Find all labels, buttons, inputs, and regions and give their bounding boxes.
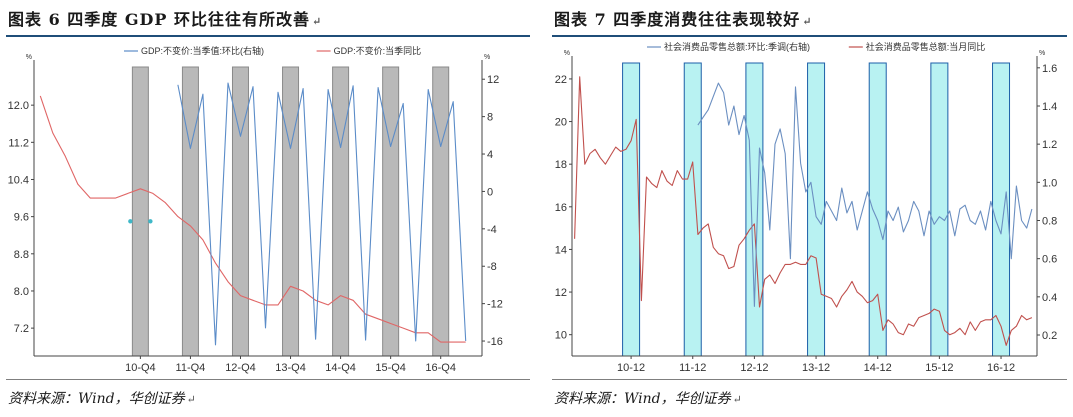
shaded-period-bar [131, 66, 149, 357]
shaded-period-bar [282, 66, 300, 357]
y-right-tick-label: 8 [487, 112, 493, 124]
title-rule [6, 35, 530, 37]
y-right-tick-label: -12 [487, 299, 503, 311]
y-left-tick-label: 8.0 [14, 286, 29, 298]
shaded-period-bar [382, 66, 400, 357]
y-unit-left: % [26, 54, 32, 61]
title-rule [552, 35, 1067, 37]
x-tick-label: 12-12 [740, 362, 768, 374]
y-right-tick-label: 0.2 [1042, 330, 1057, 342]
x-tick-label: 10-Q4 [125, 362, 156, 374]
legend-entry: GDP:不变价:当季值:环比(右轴) [141, 45, 264, 56]
x-tick-label: 13-12 [802, 362, 830, 374]
x-tick-label: 15-12 [925, 362, 953, 374]
y-unit-left: % [564, 50, 570, 57]
shaded-period-bar [332, 66, 350, 357]
y-right-tick-label: 0 [487, 186, 493, 198]
y-right-tick-label: 0.8 [1042, 215, 1057, 227]
shaded-period-bar [745, 62, 764, 357]
y-left-tick-label: 8.8 [14, 249, 29, 261]
figure-6-source: 资料来源：Wind，华创证券 ↵ [8, 391, 196, 407]
y-unit-right: % [1039, 50, 1045, 57]
y-right-tick-label: 1.0 [1042, 177, 1057, 189]
series-line-right-axis [697, 82, 1033, 307]
figure-6-title: 图表 6 四季度 GDP 环比往往有所改善 ↵ [8, 10, 323, 29]
y-right-tick-label: 12 [487, 74, 499, 86]
figure-7-panel: 图表 7 四季度消费往往表现较好 ↵ %% 22 20 18 16 14 12 10 1.6 1.4… [546, 0, 1073, 417]
legend-entry: 社会消费品零售总额:当月同比 [866, 41, 986, 52]
y-left-tick-label: 20 [555, 117, 567, 129]
source-rule [6, 379, 530, 380]
shaded-period-bar [432, 66, 450, 357]
x-tick-label: 16-12 [987, 362, 1015, 374]
y-right-tick-label: 1.2 [1042, 139, 1057, 151]
shaded-period-bar [181, 66, 199, 357]
y-right-tick-label: 0.6 [1042, 254, 1057, 266]
gdp-chart: % % 12.0 11.2 10.4 9.6 8.8 8.0 7.2 12 8 4 0 -4 -8 -12 -1… [8, 45, 503, 374]
series-line-right-axis [177, 82, 467, 346]
y-left-tick-label: 10.4 [8, 174, 29, 186]
y-left-tick-label: 7.2 [14, 323, 29, 335]
y-left-tick-label: 9.6 [14, 212, 29, 224]
retail-sales-chart: % % 22 20 18 16 14 12 10 1.6 1.4 1.2 1.0 0.8 0.6 0.4 0.2… [555, 41, 1058, 374]
x-tick-label: 16-Q4 [425, 362, 456, 374]
x-tick-label: 13-Q4 [275, 362, 306, 374]
x-tick-label: 10-12 [617, 362, 645, 374]
y-right-tick-label: 4 [487, 149, 493, 161]
figure-6-panel: 图表 6 四季度 GDP 环比往往有所改善 ↵ %% 12.0 11.2 10.4 9.6… [0, 0, 536, 417]
y-left-tick-label: 12 [555, 287, 567, 299]
y-left-tick-label: 16 [555, 202, 567, 214]
source-rule [552, 379, 1067, 380]
y-left-tick-label: 18 [555, 159, 567, 171]
paragraph-mark-icon: ↵ [186, 393, 196, 406]
y-unit-right: % [484, 54, 490, 61]
shaded-period-bar [868, 62, 887, 357]
y-right-tick-label: 0.4 [1042, 292, 1057, 304]
x-tick-label: 11-12 [679, 362, 706, 374]
y-left-tick-label: 10 [555, 330, 567, 342]
shaded-period-bar [683, 62, 702, 357]
y-left-tick-label: 22 [555, 74, 567, 86]
data-point-marker [148, 219, 153, 224]
x-tick-label: 12-Q4 [225, 362, 256, 374]
shaded-period-bar [992, 62, 1011, 357]
paragraph-mark-icon: ↵ [802, 15, 813, 28]
x-tick-label: 15-Q4 [375, 362, 406, 374]
series-line-left-axis [574, 76, 1033, 346]
x-tick-label: 11-Q4 [176, 362, 206, 374]
data-point-marker [128, 219, 133, 224]
x-tick-label: 14-12 [864, 362, 892, 374]
series-line-left-axis [39, 95, 466, 343]
paragraph-mark-icon: ↵ [312, 15, 323, 28]
shaded-period-bar [807, 62, 826, 357]
legend-entry: 社会消费品零售总额:环比:季调(右轴) [664, 41, 810, 52]
legend-entry: GDP:不变价:当季同比 [334, 45, 422, 56]
figure-7-title: 图表 7 四季度消费往往表现较好 ↵ [554, 10, 813, 29]
x-tick-label: 14-Q4 [325, 362, 356, 374]
y-right-tick-label: -8 [487, 261, 497, 273]
y-left-tick-label: 11.2 [8, 137, 29, 149]
shaded-period-bar [622, 62, 641, 357]
y-right-tick-label: -4 [487, 224, 497, 236]
y-right-tick-label: 1.4 [1042, 101, 1057, 113]
y-left-tick-label: 14 [555, 244, 567, 256]
y-right-tick-label: -16 [487, 336, 503, 348]
paragraph-mark-icon: ↵ [732, 393, 742, 406]
figure-7-source: 资料来源：Wind，华创证券 ↵ [554, 391, 742, 407]
y-left-tick-label: 12.0 [8, 100, 29, 112]
y-right-tick-label: 1.6 [1042, 63, 1057, 75]
